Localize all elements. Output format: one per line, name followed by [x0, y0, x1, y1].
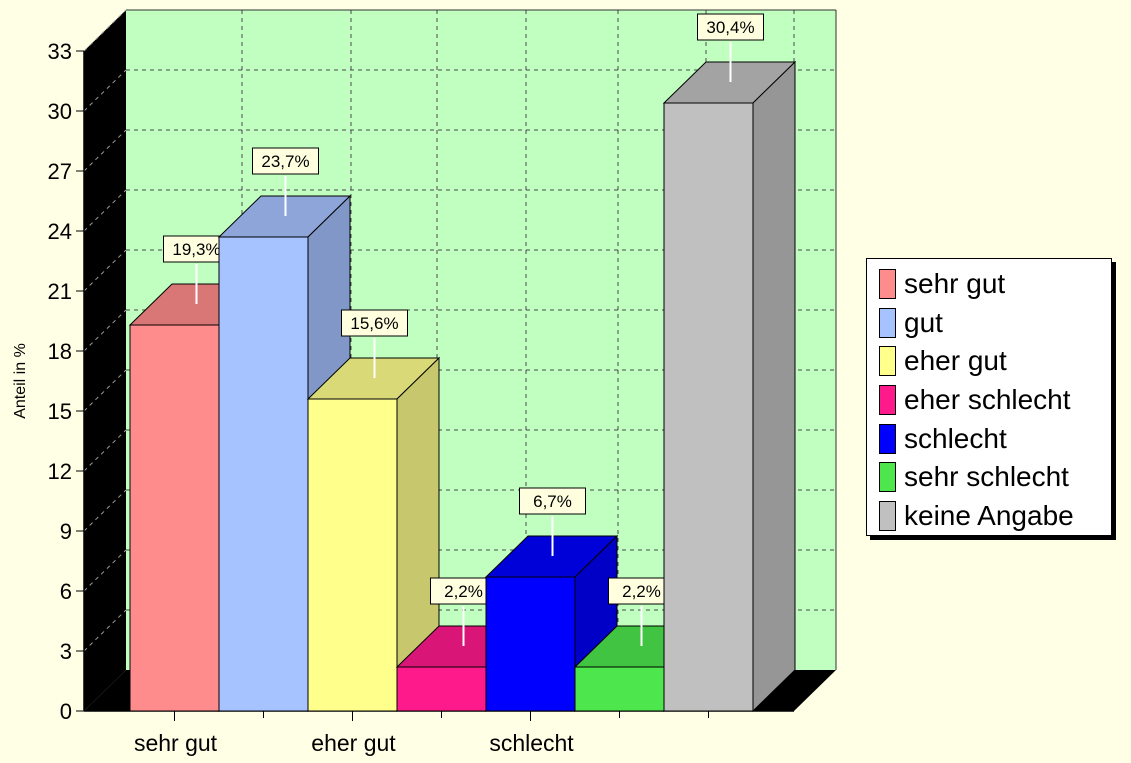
x-tick-label: schlecht [489, 730, 574, 756]
legend-item: schlecht [879, 419, 1111, 458]
grid-line [83, 129, 127, 172]
legend-label: eher gut [904, 345, 1007, 377]
legend-label: sehr schlecht [904, 461, 1069, 493]
data-label: 2,2% [444, 582, 483, 601]
grid-line [83, 249, 127, 292]
legend: sehr gut gut eher gut eher schlecht schl… [866, 258, 1112, 536]
data-label-box [341, 309, 408, 337]
data-label-box [519, 487, 586, 515]
data-label: 19,3% [172, 240, 220, 259]
legend-label: gut [904, 306, 943, 338]
legend-label: sehr gut [904, 268, 1006, 300]
bar-front [485, 576, 576, 712]
legend-item: sehr schlecht [879, 458, 1111, 497]
bar-front [396, 666, 487, 712]
grid-line [83, 9, 127, 52]
y-tick-label: 0 [60, 699, 72, 724]
grid-line [83, 189, 127, 232]
data-label: 30,4% [706, 18, 754, 37]
y-axis-label: Anteil in % [12, 343, 29, 419]
bar-front [663, 102, 754, 712]
bar [662, 60, 797, 713]
legend-swatch [879, 423, 896, 454]
chart-plot: 0 3 6 9 12 15 18 21 24 27 30 33 Anteil in % 19,3% 23,7… [12, 9, 837, 756]
legend-item: eher gut [879, 342, 1111, 381]
y-tick-label: 33 [48, 39, 72, 64]
y-tick-label: 24 [48, 219, 72, 244]
grid-line [83, 489, 127, 532]
y-tick-label: 30 [48, 99, 72, 124]
y-tick-label: 21 [48, 279, 72, 304]
legend-swatch [879, 346, 896, 377]
legend-swatch [879, 269, 896, 300]
legend-swatch [879, 385, 896, 416]
legend-label: keine Angabe [904, 499, 1074, 531]
bar-side [752, 60, 796, 713]
bar-front [218, 236, 309, 712]
bar-front [307, 398, 398, 712]
y-tick-label: 15 [48, 399, 72, 424]
y-tick-label: 18 [48, 339, 72, 364]
grid-line [83, 69, 127, 112]
data-label: 23,7% [261, 152, 309, 171]
legend-swatch [879, 307, 896, 338]
grid-line [83, 369, 127, 412]
y-tick-label: 9 [60, 519, 72, 544]
legend-item: eher schlecht [879, 381, 1111, 420]
y-tick-label: 6 [60, 579, 72, 604]
data-label: 6,7% [533, 492, 572, 511]
bar-front [574, 666, 665, 712]
bar [484, 534, 619, 713]
data-label: 15,6% [350, 314, 398, 333]
bar [306, 356, 441, 713]
legend-item: keine Angabe [879, 497, 1111, 536]
bar-front [129, 324, 220, 712]
data-label: 2,2% [622, 582, 661, 601]
grid-line [83, 429, 127, 472]
legend-label: schlecht [904, 422, 1007, 454]
data-label-box [697, 13, 764, 41]
grid-line [83, 309, 127, 352]
legend-swatch [879, 500, 896, 531]
legend-label: eher schlecht [904, 384, 1071, 416]
y-tick-label: 12 [48, 459, 72, 484]
grid-line [83, 549, 127, 592]
legend-swatch [879, 462, 896, 493]
data-label-box [252, 147, 319, 175]
legend-item: gut [879, 304, 1111, 343]
y-tick-label: 3 [60, 639, 72, 664]
y-tick-label: 27 [48, 159, 72, 184]
x-tick-label: sehr gut [134, 730, 218, 756]
left-wall [84, 10, 126, 711]
x-tick-label: eher gut [311, 730, 396, 756]
legend-item: sehr gut [879, 265, 1111, 304]
grid-line [83, 609, 127, 652]
